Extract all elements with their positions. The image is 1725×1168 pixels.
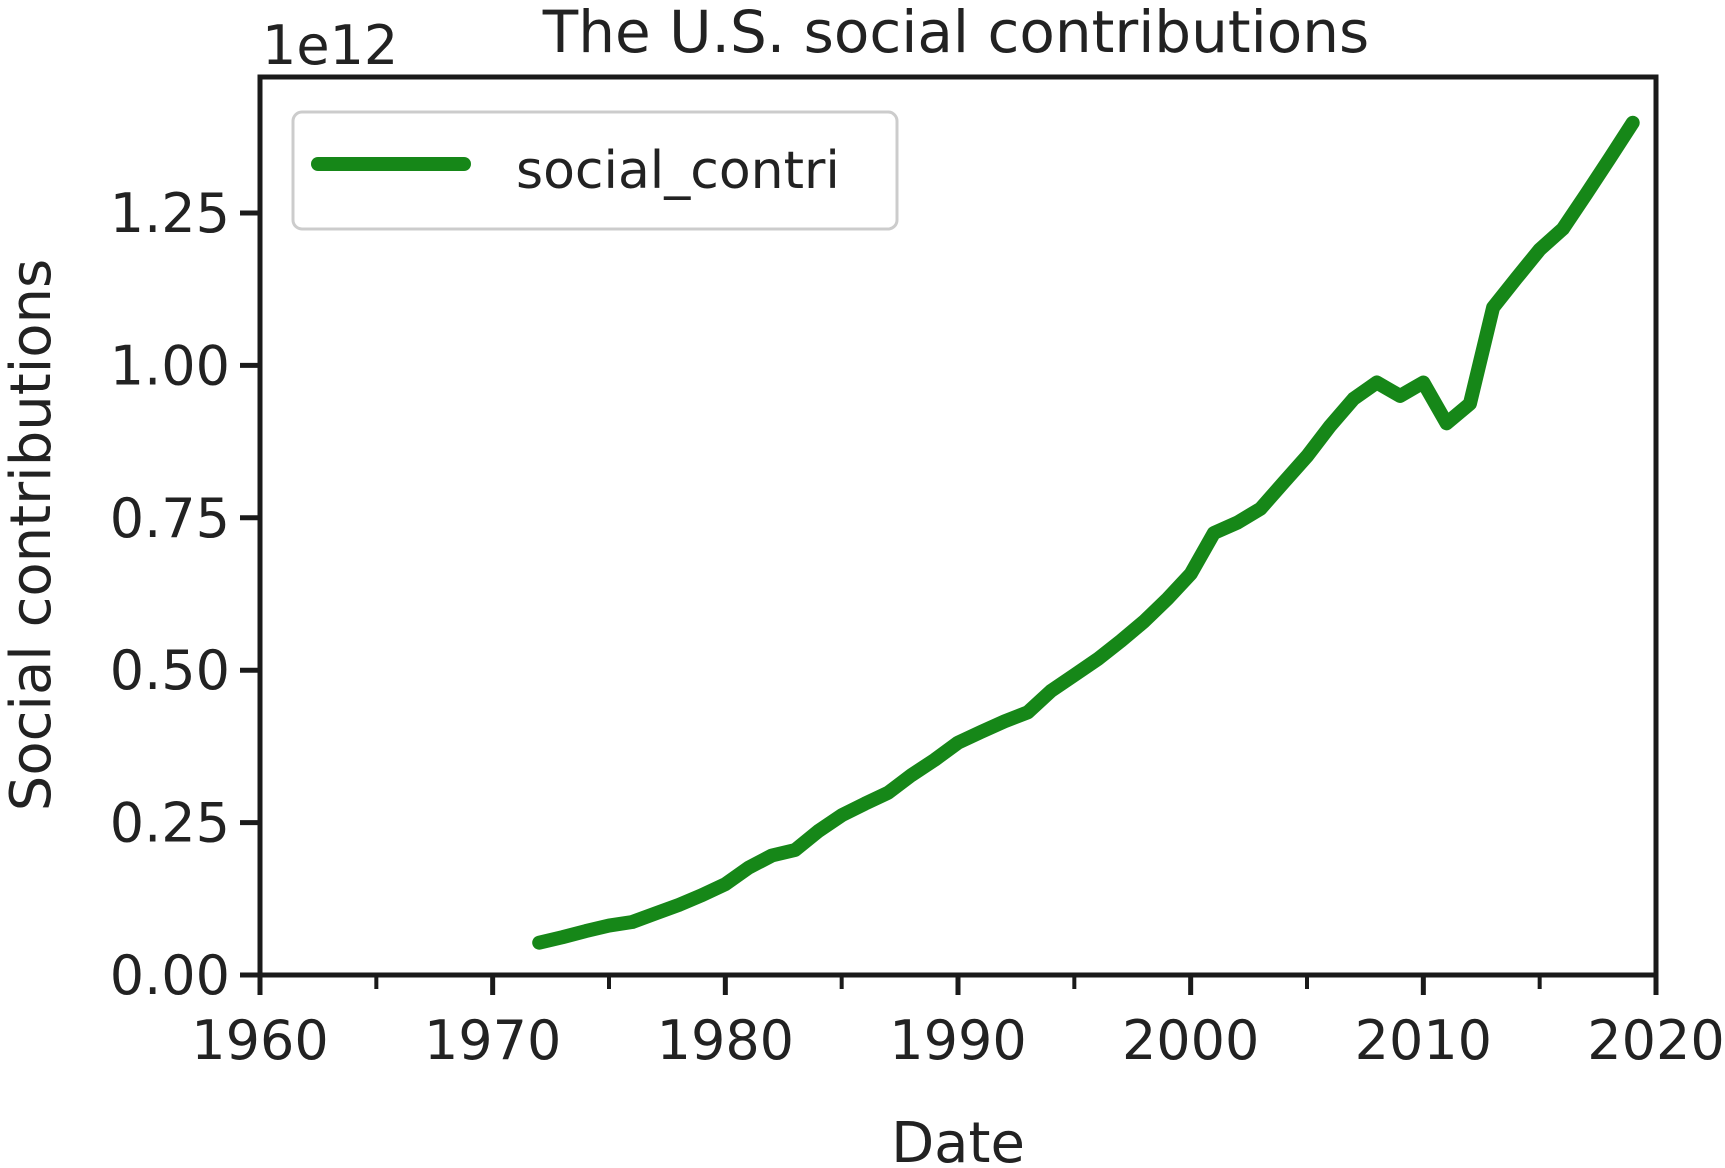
y-tick-label-1.00: 1.00	[110, 334, 230, 397]
y-tick-label-0.00: 0.00	[110, 944, 230, 1007]
y-offset-label: 1e12	[262, 14, 398, 77]
x-tick-label-1970: 1970	[424, 1009, 561, 1072]
y-axis-title: Social contributions	[0, 259, 64, 811]
legend-box	[291, 110, 899, 231]
chart-title: The U.S. social contributions	[542, 0, 1369, 66]
y-tick-label-1.25: 1.25	[110, 182, 230, 245]
x-axis-title: Date	[891, 1111, 1025, 1168]
plot-frame	[257, 74, 1659, 978]
x-tick-label-2020: 2020	[1587, 1009, 1724, 1072]
y-tick-label-0.75: 0.75	[110, 487, 230, 550]
legend-label-social-contri: social_contri	[516, 141, 840, 201]
series-layer	[532, 115, 1640, 950]
x-tick-label-1980: 1980	[657, 1009, 794, 1072]
axis-ticks: 1960 1970 1980 1990 2000 2010 2020 0.00 0.25 0.50…	[110, 182, 1725, 1072]
legend: social_contri	[291, 110, 899, 231]
y-tick-label-0.50: 0.50	[110, 639, 230, 702]
x-tick-label-1990: 1990	[889, 1009, 1026, 1072]
series-line-social-contri	[532, 115, 1640, 950]
y-tick-label-0.25: 0.25	[110, 792, 230, 855]
x-tick-label-2000: 2000	[1122, 1009, 1259, 1072]
x-tick-label-2010: 2010	[1355, 1009, 1492, 1072]
x-tick-label-1960: 1960	[191, 1009, 328, 1072]
